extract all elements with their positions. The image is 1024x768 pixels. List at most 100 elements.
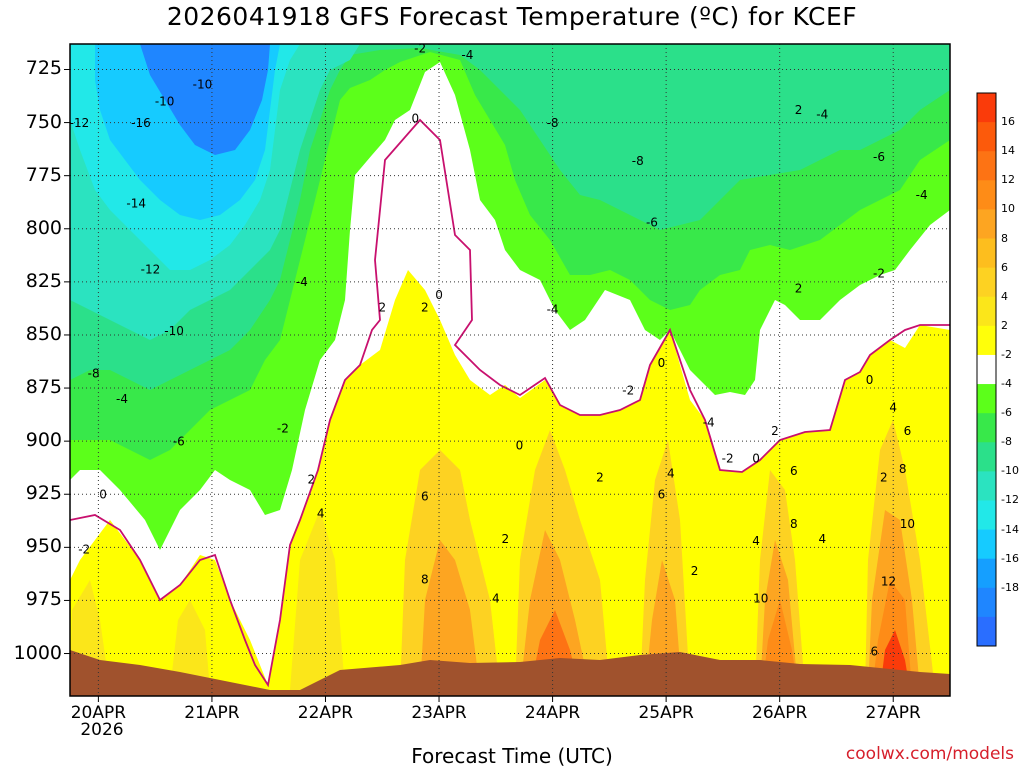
x-tick-label: 25APR: [638, 703, 694, 723]
colorbar-label: -4: [1001, 377, 1012, 391]
contour-label: 2: [596, 470, 604, 484]
contour-label: 4: [667, 466, 675, 480]
colorbar-swatch: [977, 296, 996, 327]
colorbar-label: -12: [1001, 493, 1019, 507]
contour-label: -2: [622, 383, 634, 397]
colorbar-swatch: [977, 122, 996, 152]
contour-label: 4: [317, 507, 325, 521]
y-tick-label: 950: [25, 535, 62, 558]
y-tick-label: 825: [25, 269, 62, 292]
contour-label: 0: [99, 487, 107, 501]
colorbar-label: -18: [1001, 580, 1019, 594]
contour-label: 8: [899, 462, 907, 476]
y-tick-label: 750: [25, 110, 62, 133]
contour-label: 6: [421, 490, 429, 504]
contour-label: 2: [307, 473, 315, 487]
colorbar-swatch: [977, 413, 996, 443]
contour-label: 0: [516, 439, 524, 453]
contour-label: -6: [173, 434, 185, 448]
contour-label: -16: [131, 116, 151, 130]
contour-label: -10: [193, 78, 213, 92]
gridlines: [70, 44, 950, 696]
contour-label: -12: [141, 262, 161, 276]
contour-label: 0: [866, 373, 874, 387]
contour-label: -6: [646, 216, 658, 230]
colorbar-swatch: [977, 325, 996, 356]
contour-label: -2: [873, 267, 885, 281]
contour-label: 12: [881, 575, 896, 589]
contour-label: -10: [164, 324, 184, 338]
colorbar-label: 12: [1001, 173, 1015, 187]
contour-label: -2: [722, 451, 734, 465]
x-tick-label: 23APR: [411, 703, 467, 723]
colorbar-swatch: [977, 616, 996, 647]
contour-label: -4: [461, 48, 473, 62]
contour-label: -10: [155, 95, 175, 109]
contour-label: -6: [873, 150, 885, 164]
plume-8-a: [420, 540, 480, 690]
contour-label: 2: [691, 564, 699, 578]
contour-label: 10: [753, 592, 768, 606]
colorbar-label: -2: [1001, 347, 1012, 361]
contour-label: 4: [818, 532, 826, 546]
colorbar-swatch: [977, 500, 996, 531]
y-tick-label: 800: [25, 216, 62, 239]
contour-label: 2: [795, 281, 803, 295]
contour-label: 10: [900, 517, 915, 531]
y-tick-label: 850: [25, 322, 62, 345]
x-tick-label: 20APR: [70, 703, 127, 723]
contour-label: -4: [547, 303, 559, 317]
contour-label: -4: [296, 275, 308, 289]
x-tick-label: 24APR: [524, 703, 581, 723]
colorbar-label: -10: [1001, 464, 1019, 478]
x-tick-label: 26APR: [752, 703, 808, 723]
colorbar-swatch: [977, 587, 996, 618]
colorbar-swatch: [977, 354, 996, 385]
colorbar-swatch: [977, 384, 996, 414]
colorbar-swatch: [977, 558, 996, 589]
colorbar-label: 2: [1001, 318, 1008, 332]
contour-label: 6: [904, 424, 912, 438]
colorbar-swatch: [977, 238, 996, 269]
colorbar-swatch: [977, 180, 996, 210]
chart-title: 2026041918 GFS Forecast Temperature (ºC)…: [166, 2, 858, 31]
contour-label: 2: [421, 301, 429, 315]
colorbar-label: 4: [1001, 289, 1008, 303]
contour-label: 8: [790, 517, 798, 531]
contour-label: 2: [795, 103, 803, 117]
y-tick-label: 925: [25, 482, 62, 505]
contour-label: 0: [658, 356, 666, 370]
colorbar-swatch: [977, 442, 996, 472]
contour-label: -8: [547, 116, 559, 130]
contour-label: 4: [492, 592, 500, 606]
ground: [70, 650, 950, 696]
contour-label: 0: [435, 288, 443, 302]
contour-label: -4: [916, 188, 928, 202]
colorbar-label: -6: [1001, 406, 1012, 420]
colorbar-label: 16: [1001, 115, 1015, 129]
contour-label: 2: [880, 470, 888, 484]
contour-labels: -12 -16 -10 -14 -12 -10 -10 -8 -4 -6 0 -2 -4 -2 2 4 2 -2 -…: [70, 41, 928, 659]
contour-label: -4: [816, 107, 828, 121]
y-tick-label: 1000: [13, 641, 62, 664]
plume-4-g: [170, 600, 210, 690]
contour-label: -2: [78, 543, 90, 557]
contour-label: -12: [70, 116, 90, 130]
contour-label: -14: [126, 197, 146, 211]
contour-label: 2: [378, 301, 386, 315]
contour-label: -8: [88, 366, 100, 380]
colorbar-swatch: [977, 471, 996, 501]
plume-4-f: [290, 510, 345, 690]
contour-label: 4: [889, 400, 897, 414]
y-tick-label: 775: [25, 163, 62, 186]
contour-label: 6: [790, 464, 798, 478]
contour-label: 2: [771, 424, 779, 438]
contour-label: -2: [414, 41, 426, 55]
colorbar-label: 14: [1001, 144, 1015, 158]
contour-label: 6: [658, 487, 666, 501]
contour-label: 2: [501, 532, 509, 546]
colorbar-swatch: [977, 209, 996, 240]
y-tick-label: 875: [25, 376, 62, 399]
contour-label: -4: [116, 392, 128, 406]
